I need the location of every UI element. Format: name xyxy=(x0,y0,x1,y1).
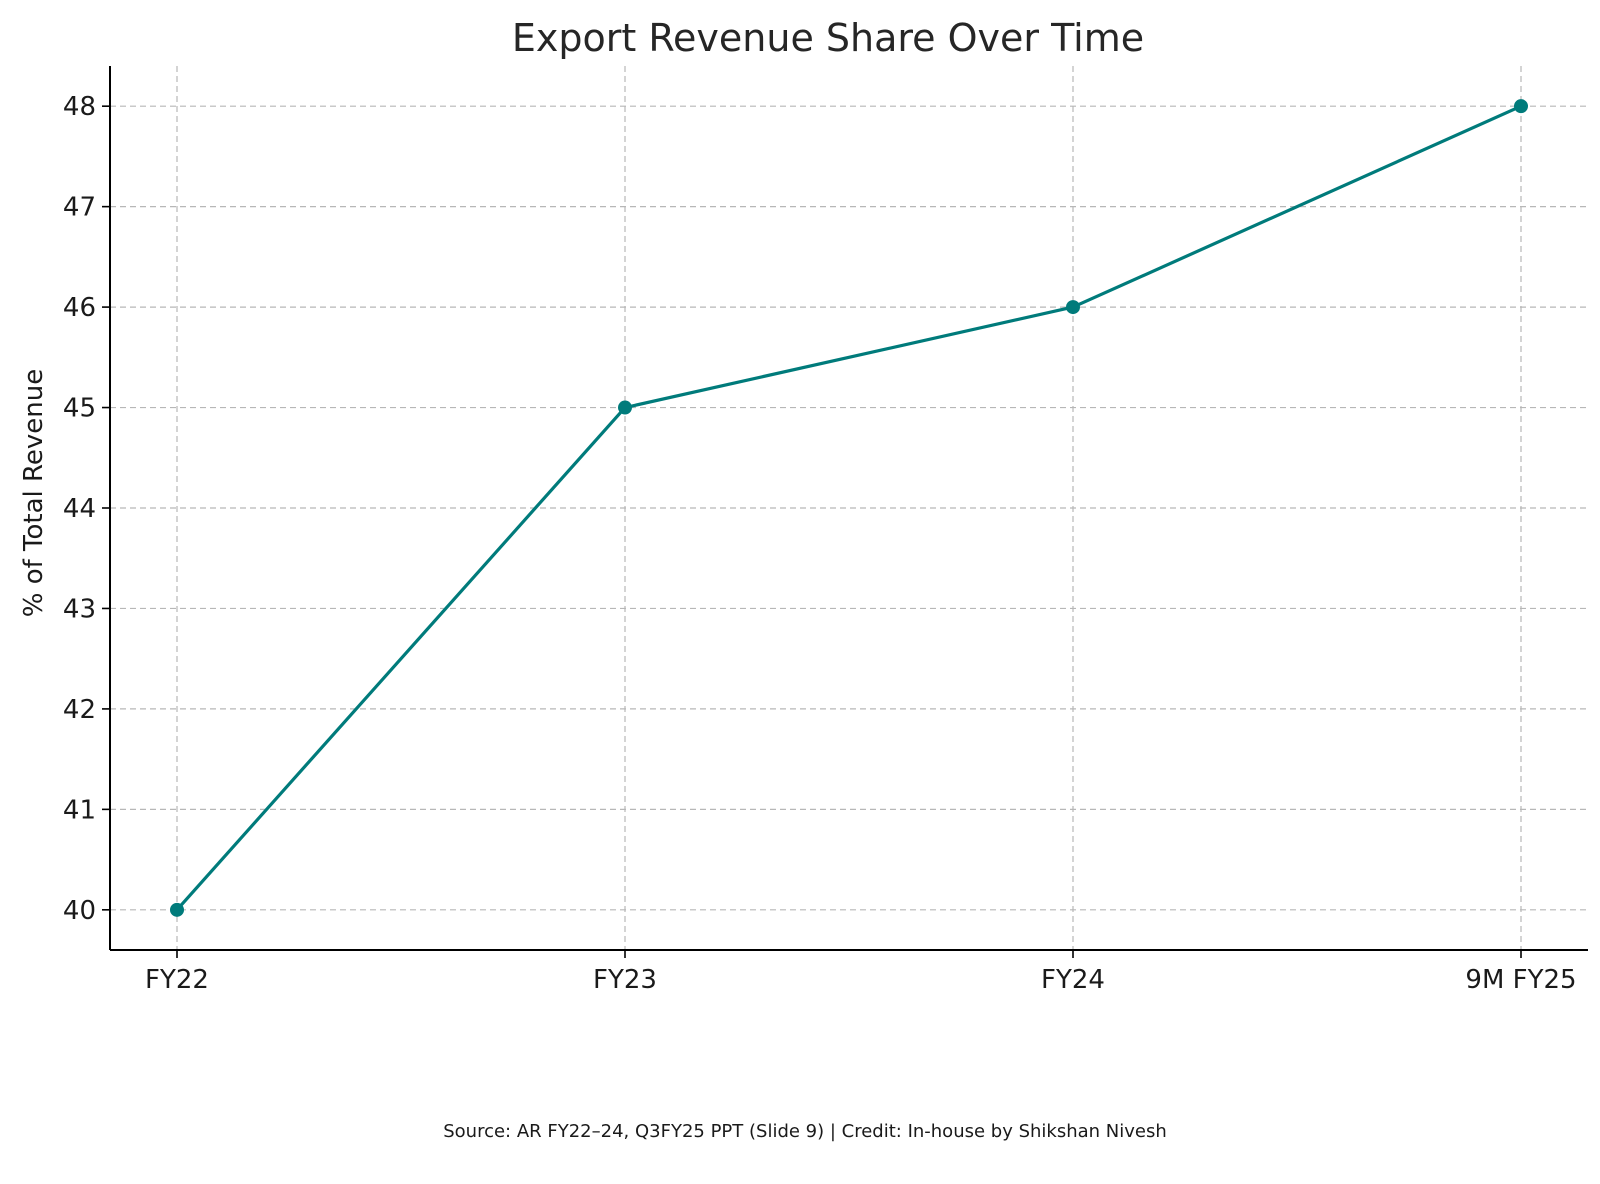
series-layer xyxy=(170,99,1528,917)
x-axis-ticks: FY22 FY23 FY24 9M FY25 xyxy=(145,950,1577,995)
y-tick-label: 42 xyxy=(63,695,96,725)
data-point-marker xyxy=(170,902,184,917)
x-tick-label: 9M FY25 xyxy=(1465,965,1576,995)
y-tick-label: 47 xyxy=(63,193,96,223)
x-tick-label: FY24 xyxy=(1041,965,1105,995)
y-axis-ticks: 40 41 42 43 44 45 46 47 48 xyxy=(63,92,110,926)
y-tick-label: 45 xyxy=(63,394,96,424)
chart-title: Export Revenue Share Over Time xyxy=(512,16,1144,60)
x-tick-label: FY23 xyxy=(593,965,657,995)
x-tick-label: FY22 xyxy=(145,965,209,995)
y-tick-label: 44 xyxy=(63,494,96,524)
y-axis-label: % of Total Revenue xyxy=(19,369,49,618)
y-tick-label: 46 xyxy=(63,293,96,323)
y-tick-label: 41 xyxy=(63,795,96,825)
series-line xyxy=(175,104,1522,911)
data-point-marker xyxy=(1514,99,1528,114)
grid-lines xyxy=(110,66,1588,950)
data-point-marker xyxy=(1066,300,1080,315)
data-point-marker xyxy=(618,400,632,415)
y-tick-label: 40 xyxy=(63,896,96,926)
y-tick-label: 48 xyxy=(63,92,96,122)
y-tick-label: 43 xyxy=(63,594,96,624)
source-credit-note: Source: AR FY22–24, Q3FY25 PPT (Slide 9)… xyxy=(443,1121,1167,1142)
